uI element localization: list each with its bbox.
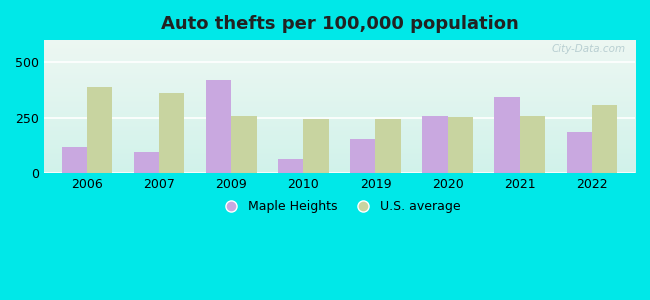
Bar [278,159,304,173]
Legend: Maple Heights, U.S. average: Maple Heights, U.S. average [213,195,466,218]
Bar [350,139,376,173]
Bar [159,94,185,173]
Bar [134,152,159,173]
Bar [62,147,87,173]
Bar [567,132,592,173]
Bar [422,116,448,173]
Bar [304,119,329,173]
Bar [495,97,519,173]
Bar [231,116,257,173]
Bar [519,116,545,173]
Text: City-Data.com: City-Data.com [552,44,626,54]
Bar [448,117,473,173]
Title: Auto thefts per 100,000 population: Auto thefts per 100,000 population [161,15,518,33]
Bar [87,87,112,173]
Bar [376,119,400,173]
Bar [592,105,617,173]
Bar [206,80,231,173]
